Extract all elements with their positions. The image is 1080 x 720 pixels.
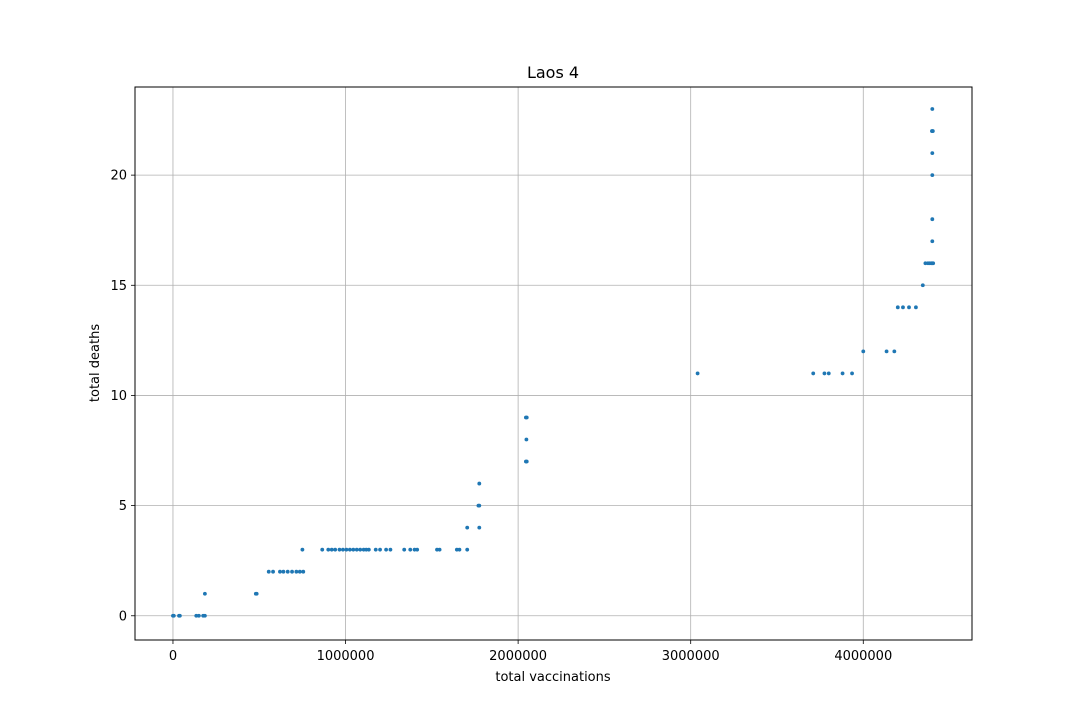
x-ticks: 0 1000000 2000000 3000000 4000000 [169, 640, 892, 664]
scatter-point [930, 129, 935, 133]
scatter-point [366, 547, 371, 552]
scatter-point [347, 547, 352, 552]
scatter-point [384, 547, 388, 552]
scatter-point [920, 283, 925, 288]
y-tick-label: 20 [110, 169, 127, 184]
scatter-point [811, 371, 816, 376]
scatter-point [285, 569, 290, 574]
scatter-point [290, 569, 294, 574]
x-axis-title: total vaccinations [495, 670, 611, 685]
scatter-point [524, 459, 529, 464]
scatter-point [930, 239, 935, 244]
scatter-point [337, 547, 342, 552]
grid-layer [135, 87, 972, 640]
scatter-point [477, 525, 482, 530]
x-tick-label: 4000000 [834, 649, 892, 664]
scatter-point [930, 217, 935, 222]
scatter-point [524, 437, 529, 442]
points-layer [171, 107, 936, 618]
scatter-point [465, 547, 470, 552]
scatter-point [914, 305, 918, 310]
scatter-point [850, 371, 854, 376]
scatter-point [861, 349, 866, 354]
y-tick-label: 5 [119, 499, 127, 514]
y-ticks: 0 5 10 15 20 [110, 169, 135, 624]
x-tick-label: 1000000 [317, 649, 375, 664]
scatter-point [415, 547, 420, 552]
scatter-point [477, 503, 482, 508]
scatter-point [326, 547, 331, 552]
chart-title: Laos 4 [527, 63, 579, 82]
y-axis-title: total deaths [88, 324, 103, 402]
scatter-point [822, 371, 827, 376]
scatter-point [930, 107, 935, 111]
scatter-point [341, 547, 345, 552]
y-tick-label: 10 [110, 389, 127, 404]
scatter-point [437, 547, 442, 552]
scatter-point [171, 613, 176, 618]
scatter-point [402, 547, 407, 552]
x-tick-label: 2000000 [489, 649, 547, 664]
scatter-point [301, 569, 306, 574]
scatter-point [457, 547, 462, 552]
y-tick-label: 0 [119, 609, 127, 624]
scatter-point [907, 305, 911, 310]
scatter-point [477, 481, 482, 486]
scatter-point [266, 569, 271, 574]
scatter-point [408, 547, 413, 552]
scatter-point [320, 547, 325, 552]
scatter-point [524, 415, 529, 420]
scatter-point [300, 547, 305, 552]
scatter-point [931, 261, 936, 266]
x-tick-label: 0 [169, 649, 177, 664]
scatter-point [333, 547, 338, 552]
scatter-point [695, 371, 700, 376]
scatter-point [271, 569, 275, 574]
scatter-point [344, 547, 349, 552]
scatter-point [388, 547, 393, 552]
scatter-point [826, 371, 831, 376]
scatter-point [294, 569, 299, 574]
scatter-point [202, 591, 207, 596]
scatter-point [895, 305, 900, 310]
scatter-point [358, 547, 363, 552]
scatter-point [329, 547, 334, 552]
scatter-point [196, 613, 201, 618]
scatter-point [930, 173, 935, 178]
scatter-point [840, 371, 845, 376]
scatter-point [177, 613, 182, 618]
scatter-point [281, 569, 286, 574]
scatter-point [278, 569, 282, 574]
scatter-point [901, 305, 905, 310]
scatter-point [297, 569, 302, 574]
plot-frame [134, 86, 973, 641]
scatter-point [884, 349, 889, 354]
scatter-point [254, 591, 259, 596]
scatter-point [930, 151, 935, 155]
scatter-point [202, 613, 207, 618]
scatter-point [351, 547, 356, 552]
scatter-point [354, 547, 359, 552]
scatter-point [373, 547, 378, 552]
scatter-point [465, 525, 470, 530]
scatter-point [378, 547, 382, 552]
x-tick-label: 3000000 [662, 649, 720, 664]
y-tick-label: 15 [110, 279, 127, 294]
scatter-point [892, 349, 897, 354]
